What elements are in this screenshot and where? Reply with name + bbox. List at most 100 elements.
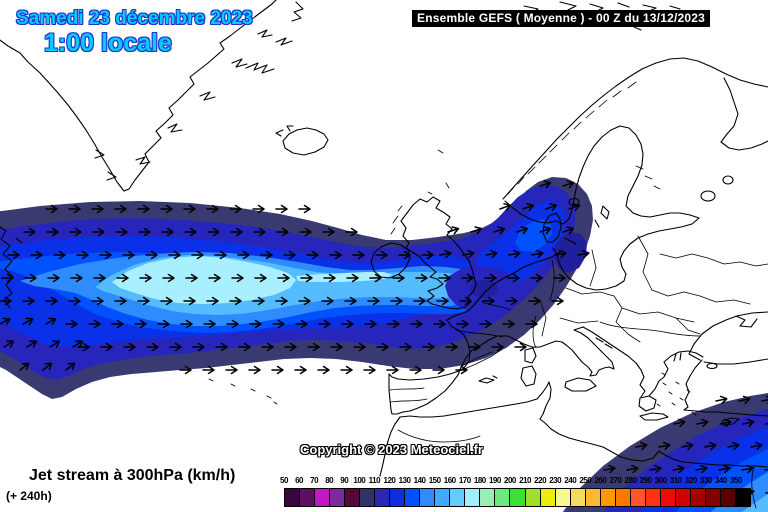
coast-north-africa bbox=[400, 382, 768, 467]
wind-arrow bbox=[216, 344, 227, 351]
wind-arrow bbox=[203, 367, 214, 374]
wind-arrow bbox=[140, 275, 151, 282]
wind-arrow bbox=[139, 229, 150, 236]
wind-arrow bbox=[25, 275, 36, 282]
wind-arrow bbox=[526, 321, 537, 328]
wind-arrow bbox=[301, 275, 312, 282]
ridge-atlas bbox=[398, 430, 480, 442]
wind-arrow bbox=[70, 229, 81, 236]
wind-arrow bbox=[434, 321, 445, 328]
wind-arrow bbox=[741, 465, 753, 474]
wind-arrow bbox=[138, 298, 149, 305]
wind-arrow bbox=[554, 250, 566, 259]
coast-iceland bbox=[276, 126, 328, 155]
colorbar-tick-label: 200 bbox=[504, 476, 516, 485]
wind-arrow bbox=[0, 298, 11, 305]
colorbar-tick-label: 110 bbox=[368, 476, 381, 485]
wind-arrow bbox=[71, 275, 82, 282]
wind-arrow bbox=[135, 321, 146, 328]
wind-arrow bbox=[750, 441, 762, 450]
wind-arrow bbox=[18, 360, 31, 372]
colorbar-swatch bbox=[690, 488, 706, 507]
wind-arrow bbox=[460, 298, 471, 305]
colorbar-tick-label: 210 bbox=[519, 476, 531, 485]
wind-arrow bbox=[462, 250, 474, 259]
wind-arrow bbox=[273, 321, 284, 328]
wind-arrow bbox=[8, 252, 19, 259]
wind-arrow bbox=[353, 252, 364, 259]
wind-arrow bbox=[562, 225, 575, 235]
wind-arrow bbox=[492, 344, 503, 351]
colorbar-tick-label: 280 bbox=[624, 476, 637, 485]
wind-arrow bbox=[207, 298, 218, 305]
wind-arrow bbox=[715, 395, 727, 404]
wind-arrow bbox=[101, 344, 112, 351]
wind-arrow bbox=[184, 298, 195, 305]
wind-arrow bbox=[331, 344, 342, 351]
wind-arrow bbox=[411, 321, 422, 328]
colorbar-swatch bbox=[540, 488, 556, 507]
wind-arrow bbox=[69, 206, 80, 213]
coast-sardinia bbox=[521, 366, 536, 386]
wind-arrow bbox=[470, 225, 483, 235]
wind-arrow bbox=[433, 367, 444, 374]
colorbar-swatch bbox=[375, 488, 391, 507]
wind-arrow bbox=[439, 275, 450, 282]
wind-arrow bbox=[48, 338, 61, 350]
colorbar-swatch bbox=[615, 488, 631, 507]
wind-arrow bbox=[347, 275, 358, 282]
wind-arrow bbox=[503, 321, 514, 328]
colorbar-tick-label: 270 bbox=[609, 476, 622, 485]
wind-arrow bbox=[207, 206, 218, 213]
wind-arrow bbox=[0, 316, 11, 327]
wind-arrow bbox=[531, 250, 543, 259]
wind-arrow bbox=[376, 252, 387, 259]
colorbar-tick-label: 80 bbox=[325, 476, 334, 485]
wind-arrow bbox=[169, 252, 180, 259]
colorbar-tick-label: 150 bbox=[428, 476, 441, 485]
rivers-iberia bbox=[390, 388, 427, 402]
colorbar-swatch bbox=[645, 488, 661, 507]
wind-arrow bbox=[764, 465, 768, 474]
wind-arrow bbox=[422, 252, 433, 259]
lake-vanern bbox=[568, 197, 580, 207]
wind-arrow bbox=[232, 275, 243, 282]
wind-arrow bbox=[100, 252, 111, 259]
wind-arrow bbox=[186, 275, 197, 282]
sea-marmara bbox=[706, 362, 718, 370]
coast-west-europe-iberia bbox=[389, 252, 566, 414]
wind-arrow bbox=[704, 441, 716, 450]
wind-arrow bbox=[649, 465, 661, 474]
colorbar-tick-label: 330 bbox=[699, 476, 712, 485]
wind-arrow bbox=[447, 225, 460, 235]
wind-arrow bbox=[307, 252, 318, 259]
coast-azores bbox=[209, 379, 277, 404]
wind-arrow bbox=[272, 367, 283, 374]
wind-arrow bbox=[47, 229, 58, 236]
wind-arrow bbox=[552, 298, 563, 305]
lake-onega bbox=[722, 175, 734, 185]
wind-arrow bbox=[365, 321, 376, 328]
wind-arrow bbox=[295, 367, 306, 374]
wind-arrow bbox=[322, 298, 333, 305]
colorbar-swatch bbox=[480, 488, 496, 507]
wind-arrow bbox=[93, 229, 104, 236]
wind-arrow bbox=[508, 275, 519, 282]
wind-arrow bbox=[250, 321, 261, 328]
colorbar-tick-label: 60 bbox=[295, 476, 304, 485]
wind-arrow bbox=[138, 206, 149, 213]
coast-balearics bbox=[479, 376, 497, 383]
atlantic-jet-region bbox=[0, 177, 593, 399]
wind-arrow bbox=[184, 206, 195, 213]
wind-arrow bbox=[192, 252, 203, 259]
wind-arrow bbox=[162, 229, 173, 236]
coast-aegean-islands bbox=[657, 373, 696, 415]
wind-arrow bbox=[24, 229, 35, 236]
colorbar-swatch bbox=[495, 488, 511, 507]
coast-cyprus bbox=[722, 418, 739, 425]
legend-title: Jet stream à 300hPa (km/h) bbox=[29, 467, 236, 484]
colorbar-tick-label: 310 bbox=[669, 476, 682, 485]
colorbar-swatch bbox=[330, 488, 346, 507]
